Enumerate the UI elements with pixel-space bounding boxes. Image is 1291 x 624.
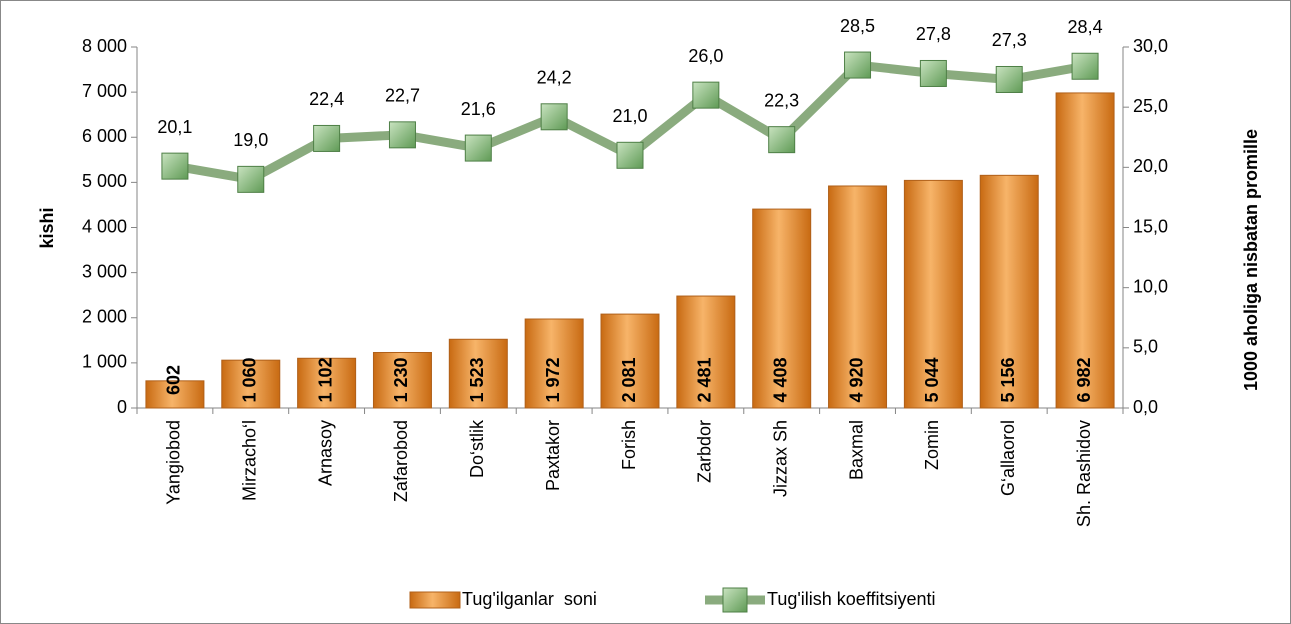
line-marker bbox=[768, 126, 796, 154]
x-tick-label: Zomin bbox=[922, 420, 942, 470]
line-marker bbox=[540, 103, 568, 131]
line-marker bbox=[616, 141, 644, 169]
legend-swatch bbox=[722, 587, 748, 613]
line-marker bbox=[844, 51, 872, 79]
line-value-label: 21,0 bbox=[612, 106, 647, 126]
bar-value-label: 4 408 bbox=[770, 357, 790, 402]
bar bbox=[979, 174, 1039, 409]
x-tick-label: Jizzax Sh bbox=[770, 420, 790, 497]
x-tick-label: Mirzacho‘l bbox=[240, 420, 260, 501]
x-tick-label: Zarbdor bbox=[695, 420, 715, 483]
line-marker bbox=[464, 134, 492, 162]
line-marker bbox=[919, 59, 947, 87]
y2-tick-label: 30,0 bbox=[1133, 36, 1168, 56]
x-tick-label: Zafarobod bbox=[391, 420, 411, 502]
bar-value-label: 1 230 bbox=[391, 357, 411, 402]
x-tick-label: G‘allaorol bbox=[998, 420, 1018, 496]
line-marker bbox=[692, 81, 720, 109]
line-value-label: 22,3 bbox=[764, 90, 799, 110]
bar-value-label: 2 081 bbox=[619, 357, 639, 402]
line-value-label: 21,6 bbox=[461, 99, 496, 119]
y-tick-label: 5 000 bbox=[82, 171, 127, 191]
line-marker bbox=[388, 121, 416, 149]
y2-tick-label: 20,0 bbox=[1133, 156, 1168, 176]
line-value-label: 22,7 bbox=[385, 86, 420, 106]
line-marker bbox=[237, 165, 265, 193]
bar bbox=[828, 185, 888, 409]
bar bbox=[297, 357, 357, 409]
y2-tick-label: 25,0 bbox=[1133, 96, 1168, 116]
bar-value-label: 1 102 bbox=[315, 357, 335, 402]
bar bbox=[221, 359, 281, 409]
bar bbox=[145, 380, 205, 409]
bar-value-label: 4 920 bbox=[846, 357, 866, 402]
line-marker bbox=[995, 65, 1023, 93]
x-tick-label: Do‘stlik bbox=[467, 419, 487, 478]
legend-swatch bbox=[409, 591, 461, 609]
y-tick-label: 2 000 bbox=[82, 307, 127, 327]
y2-tick-label: 10,0 bbox=[1133, 276, 1168, 296]
y-tick-label: 8 000 bbox=[82, 36, 127, 56]
y2-tick-label: 15,0 bbox=[1133, 216, 1168, 236]
x-tick-label: Paxtakor bbox=[543, 420, 563, 491]
bar bbox=[448, 338, 508, 409]
y-tick-label: 0 bbox=[117, 397, 127, 417]
bar bbox=[372, 351, 432, 409]
bar-value-label: 1 060 bbox=[240, 357, 260, 402]
bar bbox=[676, 295, 736, 409]
line-value-label: 28,5 bbox=[840, 16, 875, 36]
x-tick-label: Forish bbox=[619, 420, 639, 470]
bar-value-label: 1 523 bbox=[467, 357, 487, 402]
y-tick-label: 7 000 bbox=[82, 81, 127, 101]
line-value-label: 19,0 bbox=[233, 130, 268, 150]
y2-axis-label: 1000 aholiga nisbatan promille bbox=[1241, 129, 1261, 391]
line-marker bbox=[161, 152, 189, 180]
line-value-label: 27,3 bbox=[992, 30, 1027, 50]
bar-value-label: 6 982 bbox=[1074, 357, 1094, 402]
y2-tick-label: 0,0 bbox=[1133, 397, 1158, 417]
x-tick-label: Sh. Rashidov bbox=[1074, 420, 1094, 527]
line-value-label: 26,0 bbox=[688, 46, 723, 66]
line-value-label: 27,8 bbox=[916, 24, 951, 44]
bar-value-label: 2 481 bbox=[695, 357, 715, 402]
line-marker bbox=[313, 124, 341, 152]
bar-value-label: 5 044 bbox=[922, 357, 942, 402]
bar bbox=[524, 318, 584, 409]
line-value-label: 20,1 bbox=[157, 117, 192, 137]
bar-value-label: 5 156 bbox=[998, 357, 1018, 402]
x-tick-label: Yangiobod bbox=[164, 420, 184, 505]
y-tick-label: 4 000 bbox=[82, 216, 127, 236]
bar bbox=[1055, 92, 1115, 409]
legend-label: Tug'ilganlar soni bbox=[462, 589, 597, 609]
bar bbox=[903, 179, 963, 409]
y-tick-label: 1 000 bbox=[82, 352, 127, 372]
y-tick-label: 3 000 bbox=[82, 261, 127, 281]
legend-label: Tug'ilish koeffitsiyenti bbox=[767, 589, 936, 609]
bar bbox=[752, 208, 812, 409]
y-axis-label: kishi bbox=[37, 207, 57, 248]
line-value-label: 22,4 bbox=[309, 89, 344, 109]
y-tick-label: 6 000 bbox=[82, 126, 127, 146]
bar bbox=[600, 313, 660, 409]
line-marker bbox=[1071, 52, 1099, 80]
x-tick-label: Baxmal bbox=[846, 420, 866, 480]
y2-tick-label: 5,0 bbox=[1133, 337, 1158, 357]
x-tick-label: Arnasoy bbox=[315, 420, 335, 486]
line-value-label: 24,2 bbox=[537, 68, 572, 88]
bar-value-label: 1 972 bbox=[543, 357, 563, 402]
bar-value-label: 602 bbox=[164, 365, 184, 395]
line-value-label: 28,4 bbox=[1068, 17, 1103, 37]
